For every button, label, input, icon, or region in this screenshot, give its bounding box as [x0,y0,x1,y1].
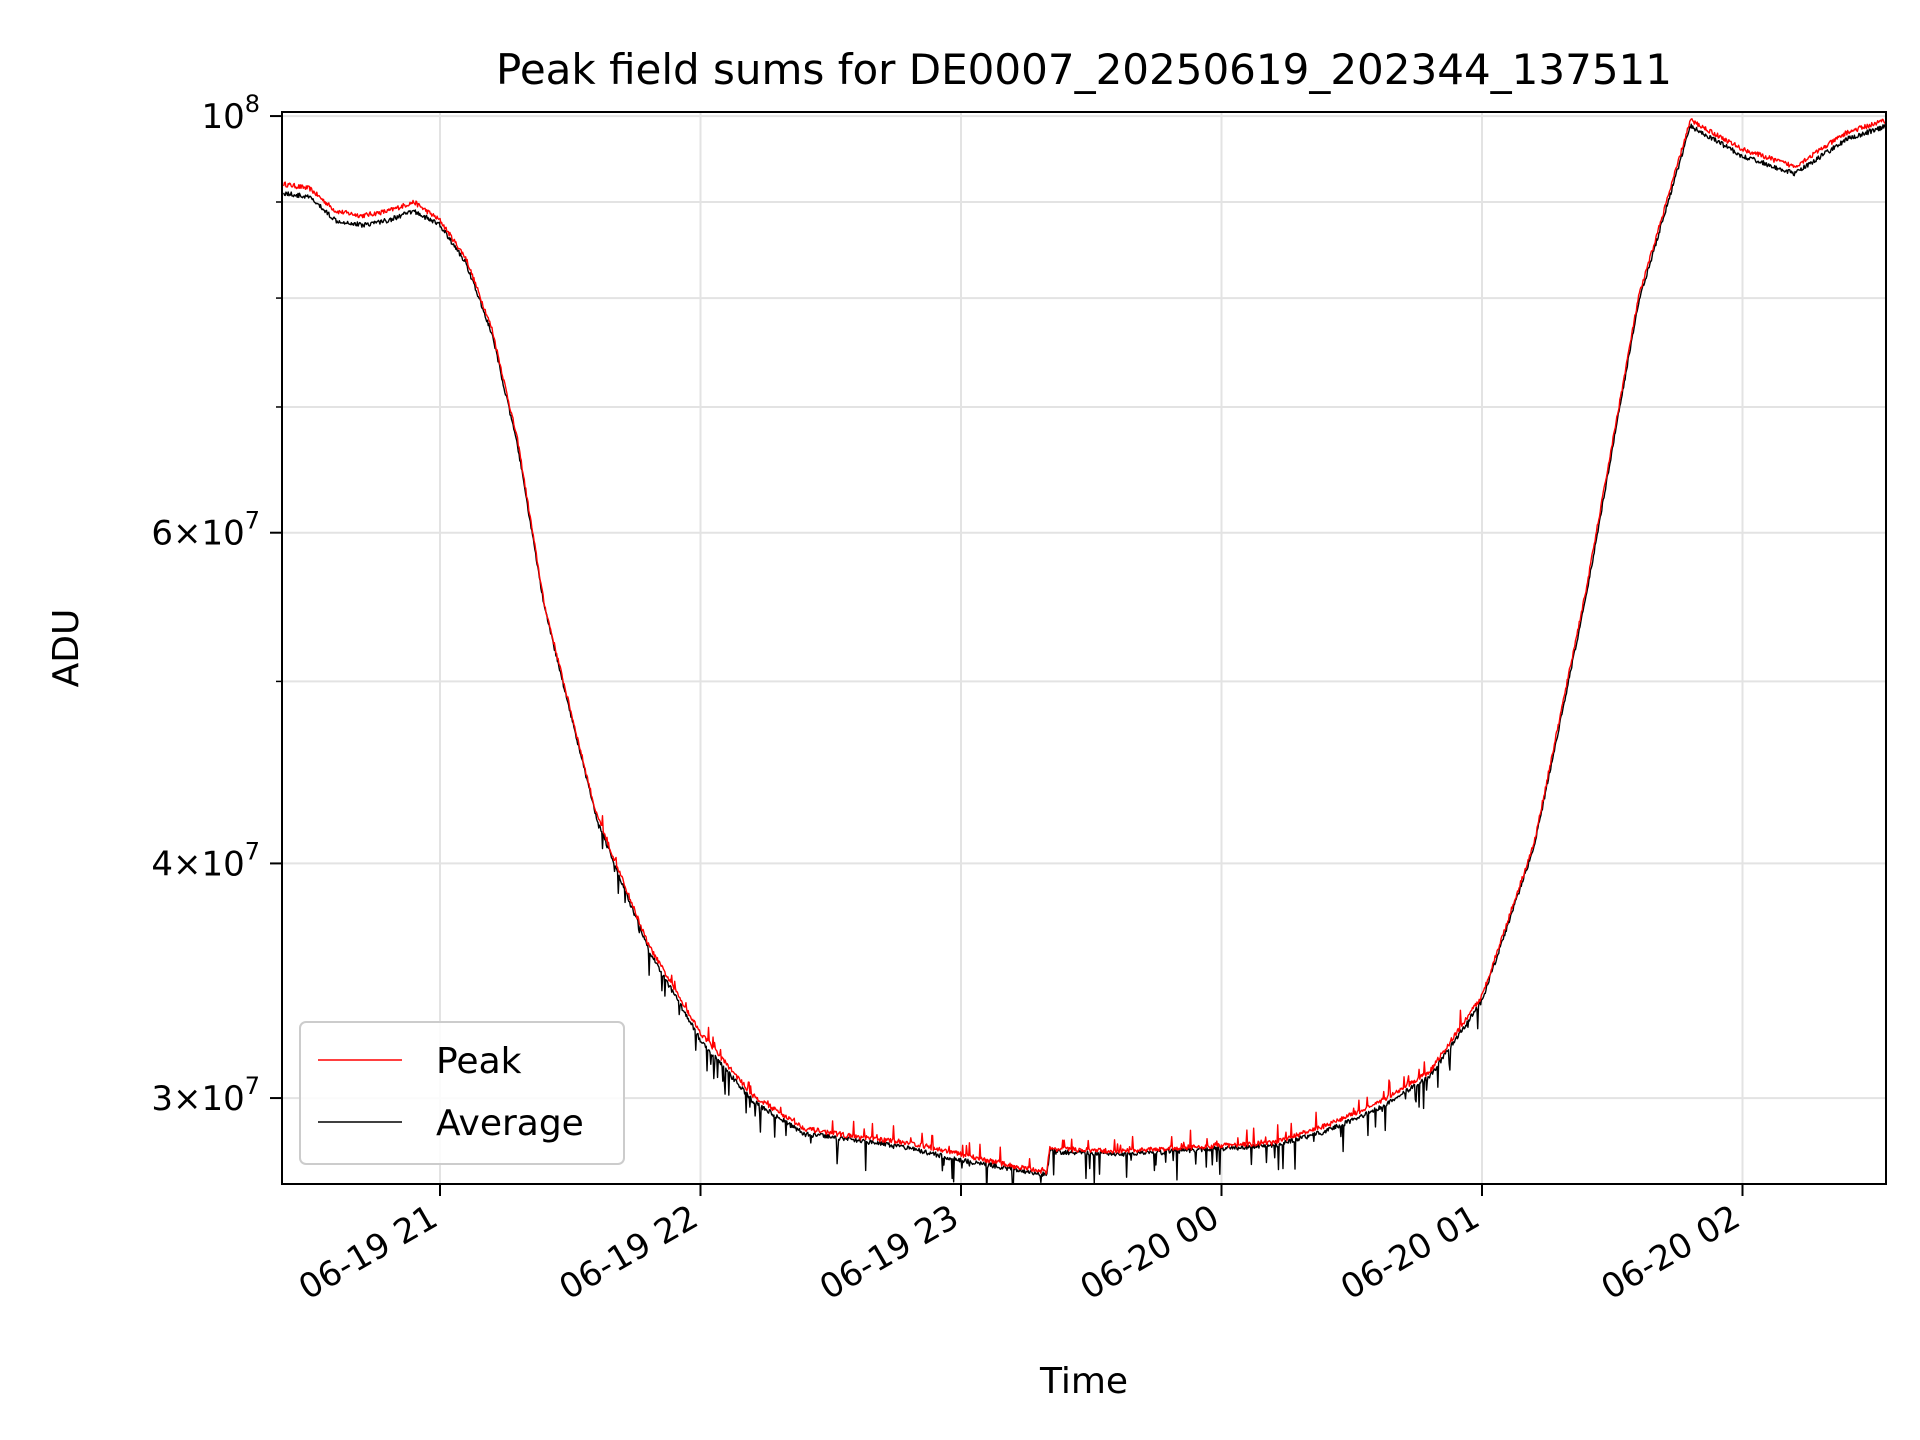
y-tick-label: 3×107 [151,1072,260,1119]
series-peak-line [283,117,1886,1175]
chart-title: Peak field sums for DE0007_20250619_2023… [496,45,1672,94]
legend-average-label: Average [436,1103,584,1144]
y-tick-label: 108 [201,90,260,137]
plot-frame [281,111,1887,1185]
legend: Peak Average [299,1021,625,1165]
y-tick-label: 6×107 [151,507,260,554]
legend-box [299,1021,625,1165]
grid-layer [282,112,1886,1184]
y-axis-label: ADU [46,609,87,688]
series-average-line [283,123,1886,1184]
y-axis: 108 6×107 4×107 3×107 [151,90,282,1119]
y-tick-label: 4×107 [151,837,260,884]
x-axis-label: Time [1039,1361,1128,1402]
plot-area [283,117,1886,1184]
legend-peak-label: Peak [436,1041,522,1082]
